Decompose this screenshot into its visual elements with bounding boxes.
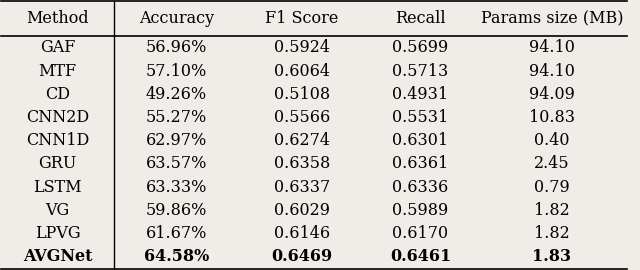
Text: 0.6064: 0.6064 [274, 62, 330, 79]
Text: VG: VG [45, 202, 70, 219]
Text: 62.97%: 62.97% [146, 132, 207, 149]
Text: 94.10: 94.10 [529, 39, 575, 56]
Text: 57.10%: 57.10% [146, 62, 207, 79]
Text: 0.5713: 0.5713 [392, 62, 449, 79]
Text: 0.5989: 0.5989 [392, 202, 449, 219]
Text: CNN1D: CNN1D [26, 132, 90, 149]
Text: LPVG: LPVG [35, 225, 81, 242]
Text: 0.5531: 0.5531 [392, 109, 449, 126]
Text: 0.6337: 0.6337 [273, 179, 330, 196]
Text: CNN2D: CNN2D [26, 109, 89, 126]
Text: AVGNet: AVGNet [23, 248, 92, 265]
Text: Params size (MB): Params size (MB) [481, 10, 623, 27]
Text: 0.5108: 0.5108 [273, 86, 330, 103]
Text: 0.6301: 0.6301 [392, 132, 449, 149]
Text: 55.27%: 55.27% [146, 109, 207, 126]
Text: 59.86%: 59.86% [146, 202, 207, 219]
Text: 49.26%: 49.26% [146, 86, 207, 103]
Text: 94.09: 94.09 [529, 86, 575, 103]
Text: LSTM: LSTM [33, 179, 82, 196]
Text: 0.6361: 0.6361 [392, 156, 449, 173]
Text: 0.5699: 0.5699 [392, 39, 449, 56]
Text: 0.6146: 0.6146 [273, 225, 330, 242]
Text: 0.6274: 0.6274 [274, 132, 330, 149]
Text: 56.96%: 56.96% [146, 39, 207, 56]
Text: 63.57%: 63.57% [146, 156, 207, 173]
Text: Accuracy: Accuracy [139, 10, 214, 27]
Text: 1.83: 1.83 [532, 248, 572, 265]
Text: 0.79: 0.79 [534, 179, 570, 196]
Text: Recall: Recall [395, 10, 446, 27]
Text: 63.33%: 63.33% [146, 179, 207, 196]
Text: 94.10: 94.10 [529, 62, 575, 79]
Text: 0.6170: 0.6170 [392, 225, 449, 242]
Text: 0.6358: 0.6358 [273, 156, 330, 173]
Text: 1.82: 1.82 [534, 225, 570, 242]
Text: GAF: GAF [40, 39, 76, 56]
Text: 64.58%: 64.58% [144, 248, 209, 265]
Text: F1 Score: F1 Score [265, 10, 339, 27]
Text: 0.5924: 0.5924 [274, 39, 330, 56]
Text: Method: Method [26, 10, 89, 27]
Text: 61.67%: 61.67% [146, 225, 207, 242]
Text: MTF: MTF [38, 62, 77, 79]
Text: 0.5566: 0.5566 [273, 109, 330, 126]
Text: 0.40: 0.40 [534, 132, 570, 149]
Text: 10.83: 10.83 [529, 109, 575, 126]
Text: CD: CD [45, 86, 70, 103]
Text: GRU: GRU [38, 156, 77, 173]
Text: 0.6469: 0.6469 [271, 248, 332, 265]
Text: 0.6461: 0.6461 [390, 248, 451, 265]
Text: 0.6336: 0.6336 [392, 179, 449, 196]
Text: 0.6029: 0.6029 [274, 202, 330, 219]
Text: 0.4931: 0.4931 [392, 86, 449, 103]
Text: 2.45: 2.45 [534, 156, 570, 173]
Text: 1.82: 1.82 [534, 202, 570, 219]
